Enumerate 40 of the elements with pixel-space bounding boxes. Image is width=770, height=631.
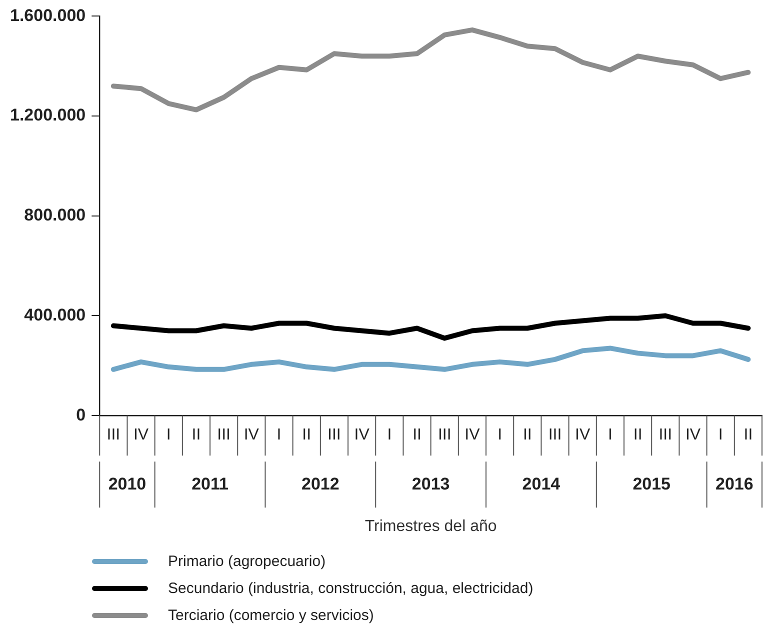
x-tick-label: III (548, 426, 562, 444)
text: 2015 (632, 474, 671, 494)
x-tick-label: IV (575, 426, 590, 444)
y-tick-label: 0 (76, 405, 86, 424)
y-tick-label: 400.000 (24, 305, 86, 324)
x-tick-label: I (166, 426, 171, 444)
x-tick-label: III (106, 426, 120, 444)
x-tick-label: II (412, 426, 422, 444)
x-tick-label: IV (133, 426, 149, 444)
x-tick-label: II (744, 426, 753, 444)
x-axis-title: Trimestres del año (364, 518, 497, 535)
x-tick-label: III (658, 426, 672, 444)
x-tick-label: II (302, 426, 312, 444)
text: 2016 (715, 474, 754, 494)
text: 2012 (302, 474, 340, 494)
x-tick-label: I (608, 426, 612, 444)
legend-label: Secundario (industria, construcción, agua, electricidad) (168, 580, 534, 597)
x-tick-label: III (217, 426, 230, 444)
x-tick-label: IV (685, 426, 701, 444)
legend-label: Primario (agropecuario) (168, 553, 326, 570)
y-tick-label: 800.000 (24, 206, 86, 225)
text: 2014 (522, 474, 561, 494)
x-tick-label: I (387, 426, 392, 444)
x-tick-label: II (522, 426, 532, 444)
x-tick-label: IV (244, 426, 260, 444)
x-tick-label: IV (354, 426, 370, 444)
x-tick-label: III (328, 426, 341, 444)
text: 2011 (192, 474, 228, 494)
x-tick-label: I (498, 426, 502, 444)
x-tick-label: II (633, 426, 642, 444)
x-tick-label: II (192, 426, 201, 444)
text: 2010 (108, 474, 146, 494)
text: 2013 (412, 474, 450, 494)
x-tick-label: I (718, 426, 723, 444)
y-tick-label: 1.200.000 (10, 106, 86, 125)
legend-label: Terciario (comercio y servicios) (168, 607, 374, 624)
x-tick-label: I (276, 426, 282, 444)
y-tick-label: 1.600.000 (10, 6, 86, 25)
x-tick-label: III (438, 426, 452, 444)
x-tick-label: IV (464, 426, 480, 444)
